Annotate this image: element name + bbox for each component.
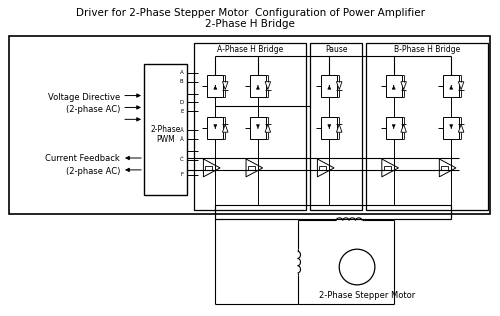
Polygon shape [336,124,342,132]
Text: Č: Č [180,157,184,162]
Text: D: D [180,100,184,105]
Text: E: E [180,109,184,114]
Text: A-Phase H Bridge: A-Phase H Bridge [217,46,283,54]
Bar [442,166,448,170]
Polygon shape [265,82,270,90]
Bar [250,117,266,139]
Bar [444,75,459,97]
Text: 2-Phase H Bridge: 2-Phase H Bridge [205,19,295,29]
Polygon shape [222,82,228,90]
Text: F: F [180,172,184,177]
Polygon shape [401,124,406,132]
Bar [250,75,266,97]
Text: B: B [180,79,184,84]
Text: 2-Phase
PWM: 2-Phase PWM [150,125,180,144]
Bar [444,117,459,139]
Polygon shape [458,124,464,132]
Bar [320,166,326,170]
Bar [384,166,391,170]
Bar [206,166,212,170]
Text: Ā: Ā [180,128,184,133]
Bar [322,75,337,97]
Text: (2-phase AC): (2-phase AC) [66,105,120,114]
Text: B-Phase H Bridge: B-Phase H Bridge [394,46,460,54]
Text: Ă: Ă [180,137,184,142]
Text: 2-Phase Stepper Motor: 2-Phase Stepper Motor [319,291,415,300]
Bar [310,43,362,210]
Polygon shape [336,82,342,90]
Text: Current Feedback: Current Feedback [46,154,120,162]
Text: (2-phase AC): (2-phase AC) [66,167,120,176]
Text: Pause: Pause [325,46,347,54]
Bar [386,75,402,97]
Text: Voltage Directive: Voltage Directive [48,93,120,102]
Bar [144,64,186,195]
Bar [322,117,337,139]
Polygon shape [458,82,464,90]
Polygon shape [222,124,228,132]
Bar [248,166,255,170]
Text: Driver for 2-Phase Stepper Motor  Configuration of Power Amplifier: Driver for 2-Phase Stepper Motor Configu… [76,8,424,18]
Bar [194,43,306,210]
Bar [366,43,488,210]
Bar [9,36,490,215]
Text: A: A [180,70,184,75]
Polygon shape [265,124,270,132]
Bar [386,117,402,139]
Bar [208,117,223,139]
Polygon shape [401,82,406,90]
Bar [208,75,223,97]
